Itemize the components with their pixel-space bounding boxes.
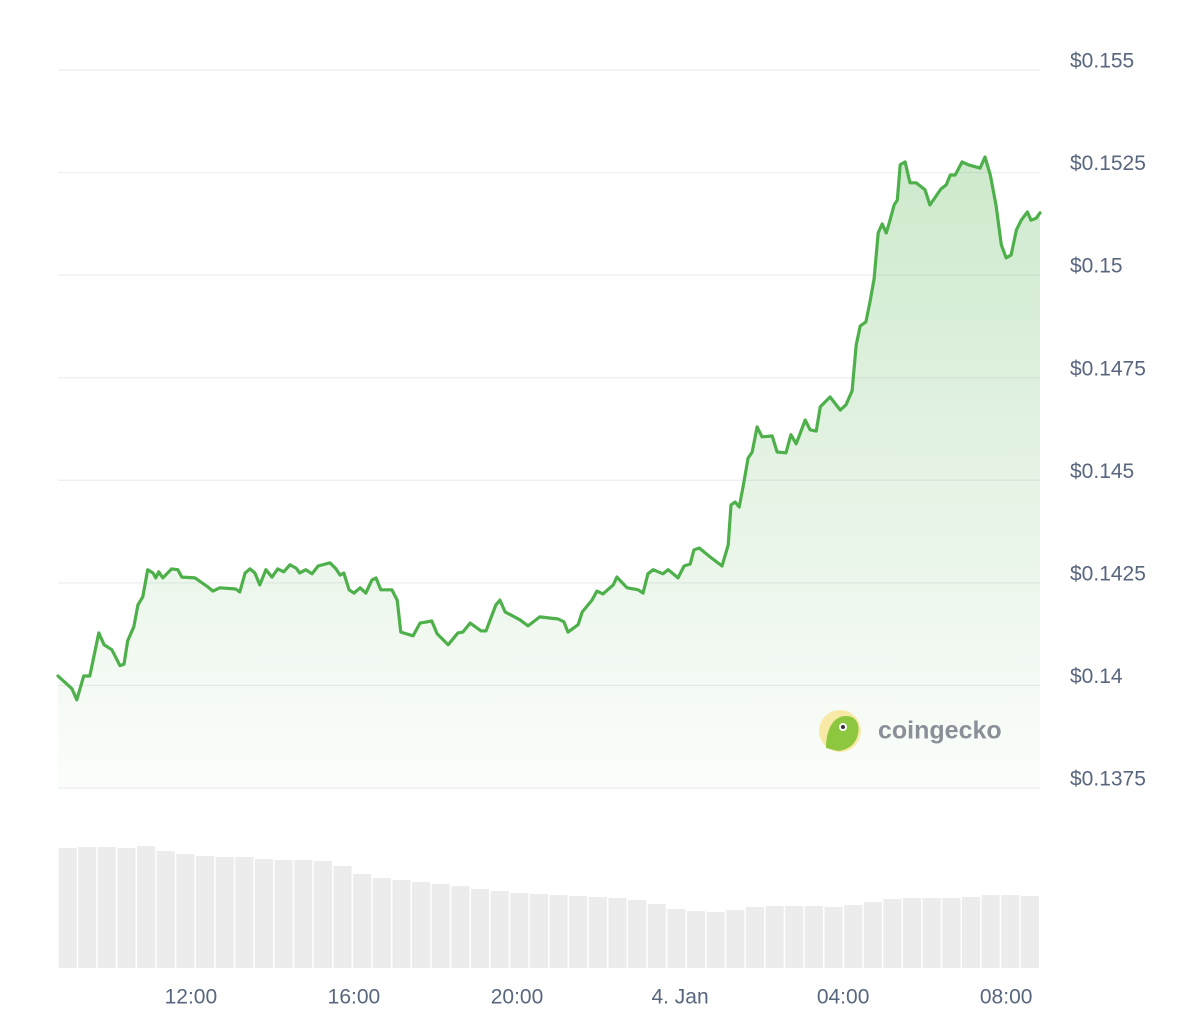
volume-bar <box>824 907 843 968</box>
volume-bar <box>1020 896 1039 968</box>
volume-bar <box>745 907 765 968</box>
y-tick-label: $0.145 <box>1070 460 1134 483</box>
volume-bar <box>490 891 509 968</box>
volume-bar <box>392 880 411 968</box>
volume-bar <box>353 874 372 968</box>
volume-bar <box>470 889 490 968</box>
y-tick-label: $0.1425 <box>1070 562 1146 585</box>
logo-pupil <box>841 725 845 729</box>
volume-bar <box>804 906 823 968</box>
volume-bar <box>922 898 941 968</box>
x-tick-label: 08:00 <box>980 986 1033 1009</box>
volume-bar <box>274 860 293 968</box>
volume-bar <box>686 911 706 968</box>
volume-bar <box>844 905 863 968</box>
volume-bar <box>294 860 313 968</box>
x-tick-label: 4. Jan <box>651 986 708 1009</box>
volume-bar <box>215 857 234 968</box>
y-tick-label: $0.15 <box>1070 255 1123 278</box>
logo: coingecko <box>819 710 1002 752</box>
volume-bar <box>78 847 97 968</box>
volume-bar <box>667 909 686 968</box>
price-area <box>58 157 1040 788</box>
y-tick-label: $0.155 <box>1070 50 1134 73</box>
volume-bar <box>58 848 77 968</box>
volume-bar <box>195 856 215 968</box>
volume-bar <box>608 898 627 968</box>
volume-bar <box>235 857 254 968</box>
y-tick-label: $0.1375 <box>1070 768 1146 791</box>
volume-bar <box>903 898 922 968</box>
volume-bar <box>1001 895 1020 968</box>
volume-bar <box>706 912 725 968</box>
volume-bar <box>765 906 784 968</box>
watermark: coingecko <box>878 717 1002 745</box>
volume-bar <box>785 906 804 968</box>
volume-bar <box>942 898 961 968</box>
volume-bar <box>529 894 548 968</box>
volume-bar <box>176 854 195 968</box>
x-tick-label: 04:00 <box>817 986 870 1009</box>
volume-bar <box>569 896 588 968</box>
logo-gecko <box>826 716 859 751</box>
x-tick-label: 16:00 <box>328 986 381 1009</box>
y-tick-label: $0.1475 <box>1070 357 1146 380</box>
x-tick-label: 12:00 <box>165 986 218 1009</box>
volume-bar <box>333 866 352 968</box>
volume-bar <box>412 882 431 968</box>
volume-bar <box>549 895 568 968</box>
volume-bar <box>451 886 470 968</box>
volume-bar <box>628 900 647 968</box>
volume-bar <box>510 893 529 968</box>
volume-bar <box>97 847 116 968</box>
volume-bar <box>156 851 175 968</box>
volume-bar <box>313 861 332 968</box>
volume-bar <box>431 884 450 968</box>
volume-bar <box>254 859 274 968</box>
volume-bar <box>647 904 666 968</box>
volume-bar <box>883 899 902 968</box>
volume-bar <box>588 897 607 968</box>
price-line <box>56 155 1042 702</box>
volume-bar <box>863 902 882 968</box>
volume-bar <box>726 910 745 968</box>
volume-bar <box>372 878 391 968</box>
x-tick-label: 20:00 <box>491 986 544 1009</box>
y-tick-label: $0.14 <box>1070 665 1123 688</box>
volume-bar <box>961 897 981 968</box>
volume-bar <box>981 895 1000 968</box>
volume-bar <box>117 848 136 968</box>
volume-bar <box>137 846 156 968</box>
y-tick-label: $0.1525 <box>1070 152 1146 175</box>
